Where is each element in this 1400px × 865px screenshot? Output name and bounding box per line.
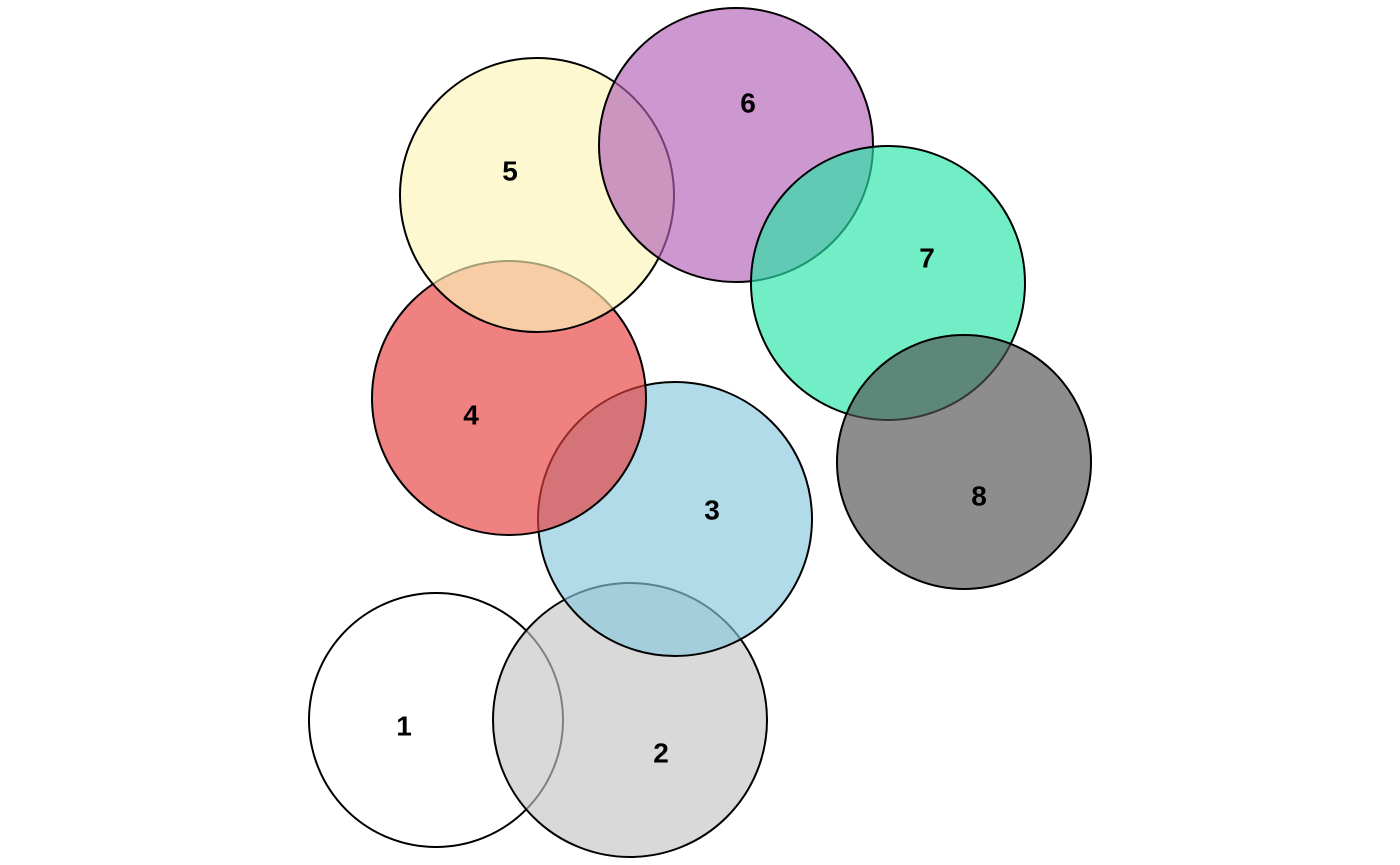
circle-group-8 <box>836 334 1092 590</box>
circle-label-1: 1 <box>396 711 412 742</box>
circle-labels: 1 2 3 4 5 6 7 8 <box>396 88 987 769</box>
circle-label-5: 5 <box>502 156 518 187</box>
circle-8 <box>836 334 1092 590</box>
circle-label-8: 8 <box>971 481 987 512</box>
circle-label-2: 2 <box>653 738 669 769</box>
circle-label-4: 4 <box>463 400 479 431</box>
circle-label-7: 7 <box>919 243 935 274</box>
circle-label-3: 3 <box>704 495 720 526</box>
circle-label-6: 6 <box>740 88 756 119</box>
